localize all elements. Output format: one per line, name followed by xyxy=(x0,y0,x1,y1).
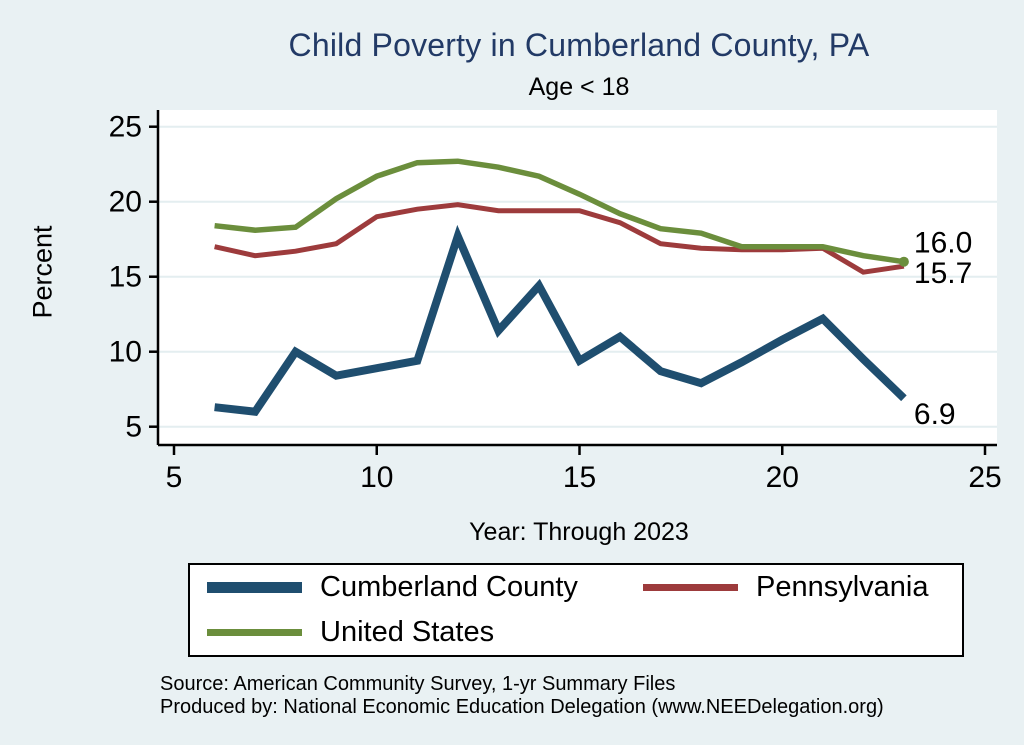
x-tick-label-20: 20 xyxy=(766,461,799,494)
x-axis-label: Year: Through 2023 xyxy=(469,518,689,546)
end-value-label-6.9: 6.9 xyxy=(914,398,956,431)
produced-by-note: Produced by: National Economic Education… xyxy=(160,695,884,718)
legend-row-2: United States xyxy=(190,610,962,655)
chart-subtitle: Age < 18 xyxy=(528,73,630,101)
united-states-line xyxy=(214,158,905,265)
pennsylvania-line-swatch xyxy=(643,584,738,591)
footer-notes: Source: American Community Survey, 1-yr … xyxy=(160,673,884,718)
legend-item-pennsylvania: Pennsylvania xyxy=(643,571,929,604)
legend-label-cumberland-county: Cumberland County xyxy=(320,571,578,603)
legend-item-cumberland-county: Cumberland County xyxy=(207,571,643,604)
y-tick-label-10: 10 xyxy=(109,336,142,369)
legend-item-united-states: United States xyxy=(207,616,494,649)
source-note: Source: American Community Survey, 1-yr … xyxy=(160,673,676,695)
legend-label-pennsylvania: Pennsylvania xyxy=(756,571,929,603)
end-value-label-15.7: 15.7 xyxy=(914,257,972,290)
y-tick-label-15: 15 xyxy=(109,261,142,294)
y-tick-label-5: 5 xyxy=(125,411,142,444)
united-states-end-marker xyxy=(898,256,909,267)
legend: Cumberland County Pennsylvania United St… xyxy=(188,563,964,657)
y-tick-label-20: 20 xyxy=(109,186,142,219)
cumberland-county-line xyxy=(214,224,907,416)
x-tick-label-10: 10 xyxy=(360,461,393,494)
cumberland-county-line-swatch xyxy=(207,582,302,593)
chart-title: Child Poverty in Cumberland County, PA xyxy=(288,27,870,63)
x-tick-label-5: 5 xyxy=(166,461,183,494)
y-tick-label-25: 25 xyxy=(109,111,142,144)
x-tick-label-25: 25 xyxy=(968,461,1001,494)
legend-label-united-states: United States xyxy=(320,616,495,648)
united-states-line-swatch xyxy=(207,629,302,636)
x-tick-label-15: 15 xyxy=(563,461,596,494)
end-value-label-16.0: 16.0 xyxy=(914,227,972,260)
legend-row-1: Cumberland County Pennsylvania xyxy=(190,565,962,610)
